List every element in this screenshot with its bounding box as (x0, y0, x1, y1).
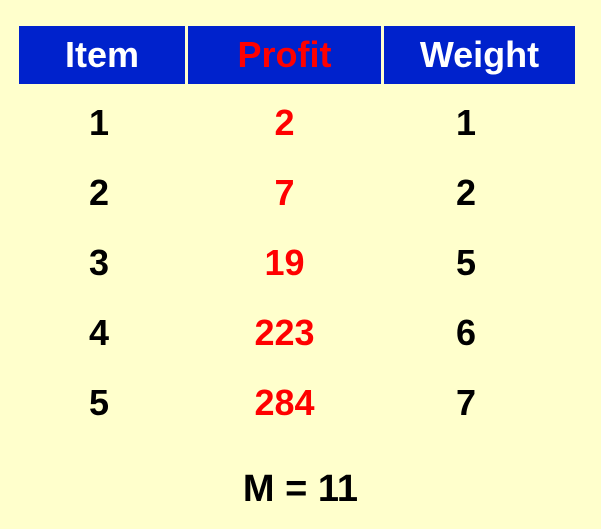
table-body: 1 2 1 2 7 2 3 19 5 4 223 6 5 284 7 (19, 88, 575, 438)
weight-cell: 5 (456, 242, 477, 283)
table-row: 5 284 7 (19, 368, 575, 438)
profit-cell: 7 (274, 172, 295, 213)
item-cell: 4 (89, 312, 110, 353)
weight-cell: 6 (456, 312, 477, 353)
table-row: 3 19 5 (19, 228, 575, 298)
item-cell: 5 (89, 382, 110, 423)
weight-cell: 1 (456, 102, 477, 143)
table-row: 4 223 6 (19, 298, 575, 368)
weight-cell: 2 (456, 172, 477, 213)
weight-cell: 7 (456, 382, 477, 423)
header-item: Item (19, 26, 185, 84)
profit-cell: 223 (254, 312, 315, 353)
profit-cell: 284 (254, 382, 315, 423)
knapsack-table: Item Profit Weight 1 2 1 2 7 2 3 19 5 4 … (19, 26, 575, 438)
header-profit: Profit (188, 26, 381, 84)
profit-cell: 19 (264, 242, 305, 283)
header-weight: Weight (384, 26, 575, 84)
table-row: 1 2 1 (19, 88, 575, 158)
table-header-row: Item Profit Weight (19, 26, 575, 84)
item-cell: 2 (89, 172, 110, 213)
capacity-label: M = 11 (242, 468, 359, 510)
table-row: 2 7 2 (19, 158, 575, 228)
item-cell: 3 (89, 242, 110, 283)
profit-cell: 2 (274, 102, 295, 143)
item-cell: 1 (89, 102, 110, 143)
